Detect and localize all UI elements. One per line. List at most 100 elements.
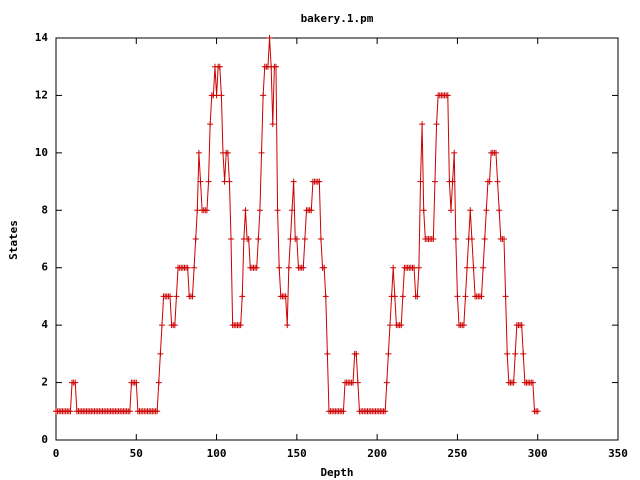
x-tick-label: 100 xyxy=(207,447,227,460)
point xyxy=(184,264,191,271)
point xyxy=(398,322,405,329)
point xyxy=(308,207,315,214)
point xyxy=(276,264,283,271)
point xyxy=(386,322,393,329)
chart-title: bakery.1.pm xyxy=(301,12,374,25)
point xyxy=(383,379,390,386)
point xyxy=(470,264,477,271)
y-axis-label: States xyxy=(7,220,20,260)
y-tick-label: 0 xyxy=(41,433,48,446)
point xyxy=(300,264,307,271)
x-axis-label: Depth xyxy=(320,466,353,479)
point xyxy=(255,236,262,242)
point xyxy=(492,149,499,156)
point xyxy=(274,207,281,214)
point xyxy=(256,207,263,214)
point xyxy=(496,207,503,214)
point xyxy=(454,293,461,300)
point xyxy=(502,293,509,300)
point xyxy=(481,236,488,242)
point xyxy=(157,350,164,357)
point xyxy=(72,379,79,386)
point xyxy=(272,63,279,70)
point xyxy=(191,264,198,271)
point xyxy=(462,293,469,300)
point xyxy=(324,350,331,357)
point xyxy=(205,178,212,185)
point xyxy=(486,178,493,185)
point xyxy=(289,207,296,214)
point xyxy=(520,350,527,357)
point xyxy=(451,149,458,156)
point xyxy=(494,178,501,185)
point xyxy=(258,149,265,156)
point xyxy=(449,178,456,185)
point xyxy=(126,408,133,415)
point xyxy=(464,264,471,271)
point xyxy=(512,350,519,357)
x-tick-label: 350 xyxy=(608,447,628,460)
x-tick-label: 250 xyxy=(447,447,467,460)
plot-border xyxy=(55,37,619,441)
point xyxy=(518,322,525,329)
x-tick-label: 200 xyxy=(367,447,387,460)
point xyxy=(354,379,361,386)
point xyxy=(224,149,231,156)
point xyxy=(197,178,204,185)
point xyxy=(218,92,225,99)
point xyxy=(390,264,397,271)
point xyxy=(433,121,440,128)
point xyxy=(340,408,347,415)
point xyxy=(133,379,140,386)
point xyxy=(419,121,426,128)
point xyxy=(415,264,422,271)
y-tick-label: 12 xyxy=(35,88,48,101)
point xyxy=(167,293,174,300)
point xyxy=(207,121,214,128)
point xyxy=(399,293,406,300)
point xyxy=(226,178,233,185)
point xyxy=(253,264,260,271)
point xyxy=(266,35,273,41)
y-tick-label: 14 xyxy=(35,31,49,44)
point xyxy=(228,236,235,242)
x-tick-label: 300 xyxy=(528,447,548,460)
point xyxy=(301,236,308,242)
point xyxy=(504,350,511,357)
point xyxy=(260,92,267,99)
point xyxy=(353,350,360,357)
point xyxy=(385,350,392,357)
point xyxy=(189,293,196,300)
point xyxy=(414,293,421,300)
point xyxy=(467,207,474,214)
point xyxy=(173,293,180,300)
point xyxy=(317,236,324,242)
point xyxy=(203,207,210,214)
point xyxy=(239,293,246,300)
point xyxy=(448,207,455,214)
y-tick-label: 2 xyxy=(41,376,48,389)
point xyxy=(245,236,252,242)
point xyxy=(284,322,291,329)
point xyxy=(195,149,202,156)
point xyxy=(460,322,467,329)
point xyxy=(478,293,485,300)
point xyxy=(430,236,437,242)
x-tick-label: 150 xyxy=(287,447,307,460)
point xyxy=(242,207,249,214)
point xyxy=(420,207,427,214)
point xyxy=(529,379,536,386)
point xyxy=(216,63,223,70)
point xyxy=(444,92,451,99)
point xyxy=(269,121,276,128)
point xyxy=(237,322,244,329)
point xyxy=(382,408,389,415)
point xyxy=(282,293,289,300)
point xyxy=(510,379,517,386)
point xyxy=(67,408,74,415)
point xyxy=(417,178,424,185)
y-tick-label: 8 xyxy=(41,203,48,216)
point xyxy=(391,293,398,300)
